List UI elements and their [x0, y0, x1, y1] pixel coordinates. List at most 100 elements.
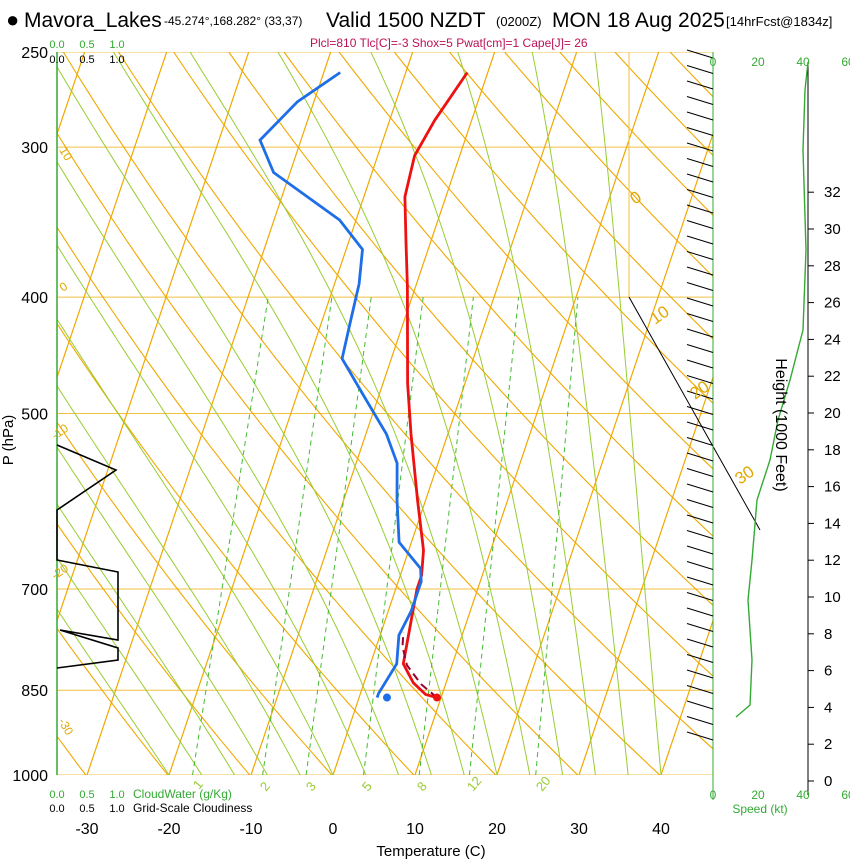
wind-barb [686, 80, 714, 90]
height-tick-label: 4 [824, 699, 832, 716]
chart-grid [0, 52, 713, 775]
wind-barb [686, 359, 714, 369]
wind-speed-profile [735, 61, 809, 718]
speed-tick-label-top: 20 [751, 55, 765, 69]
dry-adiabat [57, 132, 579, 775]
wind-barb [686, 251, 714, 260]
temp-tick-label: -20 [157, 821, 180, 838]
wind-barb [686, 530, 714, 539]
height-tick-label: 32 [824, 184, 841, 201]
wind-barb [686, 716, 714, 725]
height-tick-label: 0 [824, 773, 832, 790]
dry-adiabat [0, 52, 4, 775]
speed-tick-label-bottom: 20 [751, 788, 765, 802]
pressure-tick-label: 700 [21, 582, 48, 599]
wind-barb [686, 282, 714, 291]
height-tick-label: 2 [824, 736, 832, 753]
valid-time: Valid 1500 NZDT [326, 9, 486, 32]
dry-adiabat [57, 523, 251, 775]
dry-adiabat [57, 322, 415, 775]
dry-adiabat-label: 10 [646, 302, 672, 328]
dry-adiabat [504, 52, 713, 278]
moist-adiabat [57, 446, 268, 775]
wind-barb [686, 623, 714, 632]
speed-tick-label-bottom: 0 [710, 788, 717, 802]
pressure-tick-label: 250 [21, 45, 48, 62]
moist-adiabat [57, 556, 203, 775]
wind-barb [686, 220, 714, 229]
moist-adiabat [370, 52, 564, 775]
wind-barb [686, 545, 714, 555]
moist-adiabat [57, 160, 400, 775]
pressure-tick-label: 850 [21, 683, 48, 700]
tropopause-line [628, 296, 761, 531]
dry-adiabat-label: -20 [49, 561, 72, 583]
isotherm-line [57, 52, 250, 623]
dry-adiabat-label: -30 [55, 716, 76, 738]
height-tick-label: 26 [824, 295, 841, 312]
height-tick-label: 12 [824, 552, 841, 569]
cloudiness-tick-top: 0.5 [79, 54, 94, 66]
cloudwater-tick-bottom: 0.0 [49, 789, 64, 801]
dry-adiabat [173, 52, 713, 677]
dry-adiabat-label: 30 [731, 462, 757, 488]
wind-barb [686, 65, 714, 74]
wind-barb [686, 96, 714, 105]
height-tick-label: 18 [824, 442, 841, 459]
cloudiness-label: Grid-Scale Cloudiness [133, 801, 252, 815]
temp-tick-label: -10 [239, 821, 262, 838]
moist-adiabat [57, 244, 367, 775]
station-marker-icon: ● [6, 7, 20, 32]
dry-adiabat [57, 627, 169, 775]
wind-barb [686, 669, 714, 679]
cloudiness-tick-bottom: 1.0 [109, 803, 124, 815]
wind-barb [686, 576, 714, 586]
wind-barb [686, 592, 714, 601]
wind-barb [686, 731, 714, 741]
wind-barb [686, 266, 714, 276]
wind-barb [686, 561, 714, 570]
height-tick-label: 24 [824, 331, 841, 348]
cloudwater-tick-top: 0.0 [49, 39, 64, 51]
utc-time: (0200Z) [496, 14, 542, 29]
mixing-ratio-label: 2 [257, 779, 273, 794]
cloudwater-tick-top: 0.5 [79, 39, 94, 51]
isotherm-line [578, 375, 713, 775]
height-tick-label: 6 [824, 663, 832, 680]
moist-adiabat [57, 65, 432, 775]
mixing-ratio-label: 5 [359, 779, 375, 794]
isotherm-line [0, 52, 3, 775]
dry-adiabat [449, 52, 713, 340]
sounding-curves [258, 71, 469, 702]
moist-adiabat [457, 52, 596, 775]
moist-adiabat [531, 52, 629, 775]
height-tick-label: 22 [824, 368, 841, 385]
temp-tick-label: 0 [329, 821, 338, 838]
static-decorations [56, 49, 809, 800]
mixing-ratio-line [468, 297, 520, 775]
wind-barb [686, 204, 714, 214]
dry-adiabat [57, 226, 497, 775]
height-tick-label: 30 [824, 221, 841, 238]
cloudiness-profile [56, 444, 119, 669]
height-tick-label: 14 [824, 515, 841, 532]
wind-barb [686, 328, 714, 338]
pressure-tick-label: 400 [21, 290, 48, 307]
temp-tick-label: 40 [652, 821, 670, 838]
wind-barb [686, 499, 714, 508]
cloudwater-label: CloudWater (g/Kg) [133, 787, 232, 801]
wind-barb [686, 235, 714, 245]
wind-barb [686, 142, 714, 152]
chart-labels: Plcl=810 Tlc[C]=-3 Shox=5 Pwat[cm]=1 Cap… [0, 36, 850, 860]
speed-tick-label-top: 40 [796, 55, 810, 69]
dry-adiabat [62, 52, 661, 775]
wind-barb [686, 437, 714, 446]
dry-adiabat [393, 52, 713, 405]
series-dewpoint [258, 71, 423, 699]
wind-barb [686, 49, 714, 59]
pressure-tick-label: 300 [21, 140, 48, 157]
moist-adiabat [594, 52, 662, 775]
height-tick-label: 28 [824, 258, 841, 275]
cloudiness-tick-bottom: 0.0 [49, 803, 64, 815]
x-axis-label: Temperature (C) [376, 843, 485, 860]
